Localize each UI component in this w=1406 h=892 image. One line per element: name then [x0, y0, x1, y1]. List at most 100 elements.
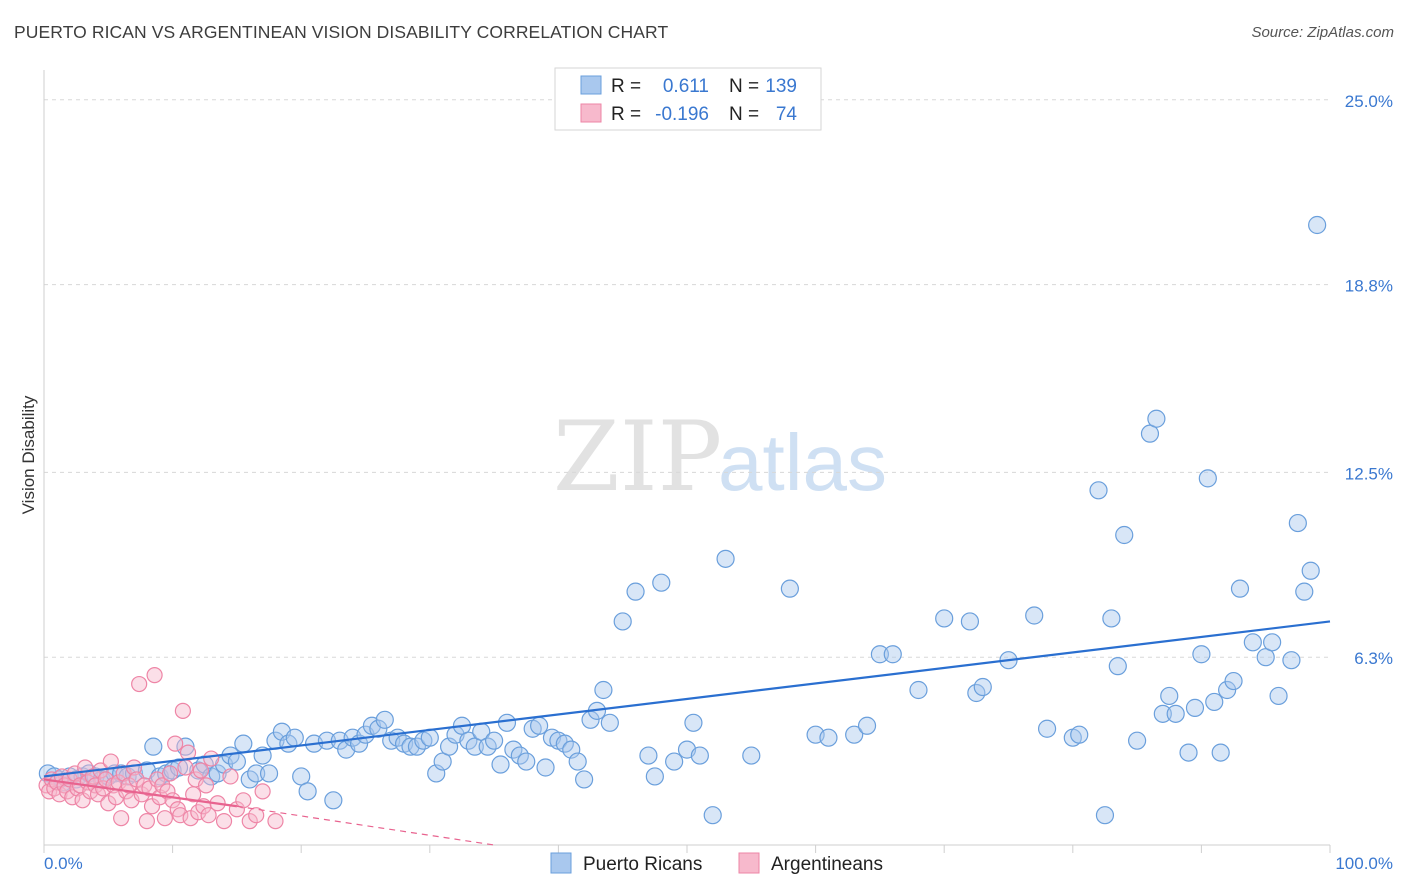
source-credit: Source: ZipAtlas.com: [1251, 24, 1394, 41]
argentinean-point: [156, 810, 173, 827]
puerto-rican-point: [491, 755, 510, 774]
puerto-rican-point: [1269, 686, 1288, 706]
legend-swatch-blue: [580, 75, 602, 95]
argentinean-point: [177, 759, 194, 776]
x-tick-label-min: 0.0%: [44, 854, 83, 873]
argentinean-point: [138, 813, 155, 830]
argentineans-series: [38, 666, 284, 830]
y-tick-label: 6.3%: [1354, 649, 1393, 668]
puerto-rican-point: [1147, 409, 1166, 428]
puerto-rican-point: [1160, 686, 1179, 706]
legend-n-label: N =: [729, 76, 759, 97]
y-tick-label: 18.8%: [1345, 277, 1393, 296]
argentinean-point: [172, 807, 189, 824]
argentinean-point: [235, 792, 252, 809]
puerto-rican-point: [1308, 215, 1327, 235]
argentinean-point: [222, 768, 239, 785]
puerto-rican-point: [1025, 606, 1044, 625]
legend-r-label: R =: [611, 104, 641, 125]
argentinean-point: [161, 765, 179, 782]
y-tick-label: 25.0%: [1345, 92, 1393, 111]
watermark-zip: ZIP: [553, 401, 722, 513]
puerto-rican-point: [935, 609, 954, 628]
puerto-rican-point: [536, 758, 555, 777]
puerto-rican-point: [298, 782, 317, 801]
puerto-rican-point: [883, 645, 902, 664]
puerto-rican-point: [575, 770, 594, 789]
argentinean-point: [254, 783, 271, 800]
puerto-rican-point: [960, 612, 980, 631]
puerto-rican-point: [375, 710, 394, 729]
puerto-rican-point: [909, 680, 928, 700]
puerto-rican-point: [594, 680, 613, 700]
x-tick-label-max: 100.0%: [1335, 854, 1393, 873]
argentinean-point: [203, 750, 220, 767]
correlation-legend: R = 0.611 N = 139 R = -0.196 N = 74: [554, 67, 822, 131]
puerto-rican-point: [639, 746, 658, 765]
puerto-rican-point: [857, 716, 877, 735]
puerto-rican-point: [1089, 481, 1108, 500]
series-legend-label: Puerto Ricans: [583, 854, 702, 875]
chart-title: PUERTO RICAN VS ARGENTINEAN VISION DISAB…: [14, 22, 669, 42]
puerto-rican-point: [208, 764, 227, 783]
puerto-rican-point: [1102, 609, 1121, 628]
argentinean-point: [113, 810, 130, 827]
puerto-rican-point: [652, 573, 671, 592]
gridlines: [44, 99, 1330, 658]
series-legend-swatch-blue: [550, 852, 572, 874]
legend-n-label: N =: [729, 104, 759, 125]
legend-r-label: R =: [611, 76, 641, 97]
puerto-rican-point: [169, 758, 189, 777]
puerto-rican-point: [1198, 469, 1217, 488]
puerto-rican-point: [324, 791, 343, 810]
puerto-rican-point: [1288, 513, 1307, 533]
puerto-rican-point: [1263, 633, 1282, 652]
puerto-rican-point: [1282, 651, 1301, 670]
argentinean-point: [197, 777, 215, 794]
argentinean-point: [123, 792, 140, 809]
puerto-ricans-series: [38, 215, 1327, 825]
puerto-rican-point: [1205, 692, 1224, 712]
puerto-rican-point: [645, 767, 664, 786]
argentinean-point: [146, 666, 163, 684]
puerto-rican-point: [1070, 725, 1089, 744]
puerto-rican-point: [285, 728, 304, 747]
series-legend-label: Argentineans: [771, 854, 883, 875]
puerto-rican-point: [973, 677, 992, 697]
puerto-rican-point: [227, 752, 246, 771]
puerto-rican-point: [1243, 633, 1262, 652]
puerto-rican-point: [845, 725, 864, 744]
argentinean-point: [248, 807, 265, 824]
puerto-rican-point: [665, 752, 684, 771]
trend-lines: [43, 620, 1331, 846]
argentinean-point: [187, 771, 204, 788]
puerto-ricans-trend-line: [43, 620, 1331, 778]
argentinean-point: [241, 813, 258, 830]
legend-r-value: 0.611: [663, 76, 709, 97]
puerto-rican-point: [1095, 806, 1115, 825]
puerto-rican-point: [485, 731, 504, 750]
puerto-rican-point: [690, 746, 709, 765]
puerto-rican-point: [1295, 582, 1314, 601]
puerto-rican-point: [234, 734, 253, 753]
argentineans-trend-line: [43, 778, 238, 808]
puerto-rican-point: [1211, 743, 1230, 762]
puerto-rican-point: [600, 713, 619, 732]
legend-swatch-pink: [580, 103, 602, 123]
series-legend-swatch-pink: [738, 852, 760, 874]
watermark-atlas: atlas: [718, 418, 887, 507]
puerto-rican-point: [1108, 657, 1127, 676]
puerto-rican-point: [742, 746, 761, 765]
puerto-rican-point: [1115, 525, 1134, 545]
argentinean-point: [192, 762, 209, 779]
argentinean-point: [174, 702, 191, 719]
puerto-rican-point: [1179, 743, 1198, 762]
series-legend: Puerto Ricans Argentineans: [550, 852, 883, 875]
puerto-rican-point: [716, 549, 735, 568]
y-tick-label: 12.5%: [1345, 464, 1393, 483]
puerto-rican-point: [613, 612, 632, 631]
argentinean-point: [167, 735, 184, 752]
legend-n-value: 139: [765, 76, 797, 97]
puerto-rican-point: [780, 579, 799, 598]
